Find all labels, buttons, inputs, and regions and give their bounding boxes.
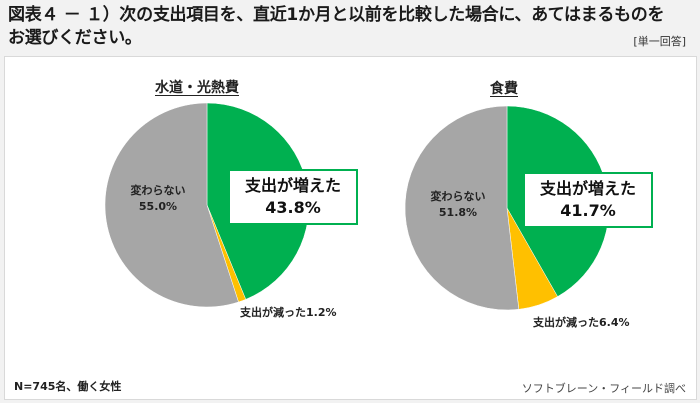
header: 図表４ － １）次の支出項目を、直近1か月と以前を比較した場合に、あてはまるもの… (0, 0, 700, 56)
figure-title: 図表４ － １）次の支出項目を、直近1か月と以前を比較した場合に、あてはまるもの… (8, 4, 664, 50)
chart1-title: 水道・光熱費 (155, 80, 239, 96)
chart1-unchanged-label: 変わらない 55.0% (130, 184, 186, 213)
figure-title-line1: 図表４ － １）次の支出項目を、直近1か月と以前を比較した場合に、あてはまるもの… (8, 5, 665, 25)
chart2-title: 食費 (490, 81, 518, 97)
answer-type-label: [単一回答] (633, 35, 686, 48)
figure-title-line2: お選びください。 (8, 28, 142, 48)
chart2-unchanged-label: 変わらない 51.8% (430, 190, 486, 219)
chart2-increased-callout: 支出が増えた 41.7% (523, 172, 653, 228)
chart1-decreased-label: 支出が減った1.2% (240, 306, 337, 319)
chart2-decreased-label: 支出が減った6.4% (533, 316, 630, 329)
pie-slice (404, 105, 520, 311)
chart1-increased-callout: 支出が増えた 43.8% (228, 169, 358, 225)
sample-note: N=745名、働く女性 (14, 380, 122, 393)
source-credit: ソフトブレーン・フィールド調べ (521, 382, 686, 395)
pie-slice (104, 102, 239, 308)
